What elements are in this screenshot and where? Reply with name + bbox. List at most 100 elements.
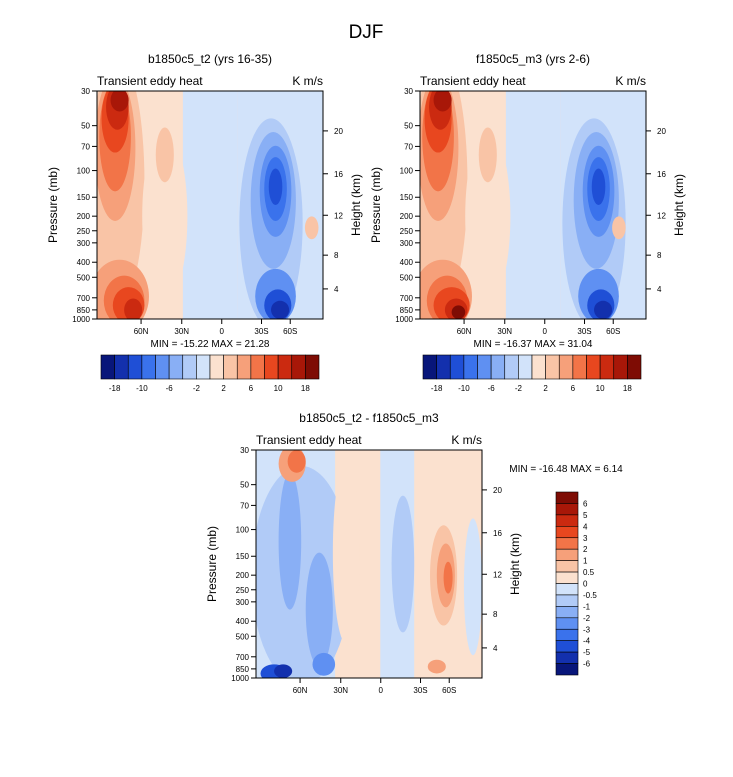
colorbar-swatch [449, 354, 465, 380]
height-tick-label: 20 [657, 127, 666, 136]
colorbar-swatch [518, 354, 533, 380]
colorbar-label: 10 [274, 384, 283, 393]
pressure-tick-label: 30 [404, 87, 413, 96]
contour-blob [268, 168, 283, 205]
pressure-tick-label: 250 [77, 227, 91, 236]
pressure-tick-label: 400 [400, 258, 414, 267]
colorbar-label: 18 [623, 384, 632, 393]
colorbar-swatch [264, 354, 279, 380]
colorbar-label: 6 [571, 384, 576, 393]
colorbar-label: -10 [458, 384, 470, 393]
contour-blob [612, 216, 626, 240]
contour-blob [124, 298, 143, 319]
colorbar-swatch [555, 560, 579, 573]
height-tick-label: 8 [493, 610, 498, 619]
panel-left-label: Transient eddy heat [420, 74, 526, 88]
pressure-tick-label: 1000 [395, 315, 413, 324]
colorbar-swatch [141, 354, 156, 380]
pressure-tick-label: 150 [236, 552, 250, 561]
colorbar-swatch [196, 354, 211, 380]
colorbar-label: -0.5 [583, 591, 597, 600]
colorbar-swatch [182, 354, 197, 380]
panel-title: b1850c5_t2 (yrs 16-35) [148, 52, 272, 66]
contour-field [420, 91, 646, 319]
latitude-tick-label: 30N [333, 686, 348, 695]
colorbar-swatch [236, 354, 252, 380]
pressure-tick-label: 100 [236, 526, 250, 535]
panel-title: b1850c5_t2 - f1850c5_m3 [299, 411, 439, 425]
panel-control: b1850c5_t2 (yrs 16-35) Transient eddy hea… [46, 52, 363, 393]
colorbar-swatch [558, 354, 574, 380]
colorbar-label: 4 [583, 522, 588, 531]
contour-blob [274, 664, 293, 678]
pressure-tick-label: 150 [400, 193, 414, 202]
colorbar-swatch [555, 594, 579, 607]
contour-blob [110, 91, 129, 112]
colorbar-swatch [586, 354, 601, 380]
height-tick-label: 8 [657, 251, 662, 260]
colorbar-swatch [114, 354, 129, 380]
contour-blob [594, 300, 613, 319]
contour-blob [304, 216, 319, 240]
contour-blob [591, 168, 606, 205]
pressure-tick-label: 200 [77, 212, 91, 221]
latitude-tick-label: 60S [283, 327, 297, 336]
latitude-tick-label: 30S [577, 327, 591, 336]
latitude-tick-label: 60N [457, 327, 472, 336]
contour-blob [478, 127, 497, 183]
height-tick-label: 20 [493, 486, 502, 495]
colorbar-swatch [555, 491, 579, 504]
panel-title: f1850c5_m3 (yrs 2-6) [476, 52, 590, 66]
plot-frame [419, 90, 647, 320]
contour-blob [278, 472, 302, 610]
pressure-tick-label: 300 [236, 598, 250, 607]
colorbar-label: 5 [583, 511, 588, 520]
latitude-tick-label: 60S [442, 686, 456, 695]
plot-frame [255, 449, 483, 679]
pressure-tick-label: 700 [77, 294, 91, 303]
colorbar-swatch [555, 537, 579, 550]
pressure-tick-label: 500 [400, 273, 414, 282]
height-tick-label: 4 [493, 644, 498, 653]
colorbar-swatch [209, 354, 224, 380]
pressure-tick-label: 150 [77, 193, 91, 202]
latitude-tick-label: 0 [220, 327, 225, 336]
pressure-tick-label: 500 [77, 273, 91, 282]
pressure-tick-label: 70 [240, 501, 249, 510]
pressure-axis-label: Pressure (mb) [46, 167, 60, 243]
panel-left-label: Transient eddy heat [97, 74, 203, 88]
contour-blob [443, 561, 453, 594]
contour-blob [391, 495, 415, 633]
colorbar-swatch [490, 354, 506, 380]
colorbar-label: -18 [109, 384, 121, 393]
colorbar-label: -10 [136, 384, 148, 393]
colorbar-label: 18 [301, 384, 310, 393]
height-tick-label: 12 [657, 211, 666, 220]
pressure-tick-label: 400 [77, 258, 91, 267]
colorbar-swatch [127, 354, 143, 380]
contour-blob [305, 552, 333, 667]
latitude-tick-label: 30S [413, 686, 427, 695]
colorbar-swatch [250, 354, 265, 380]
latitude-tick-label: 30N [497, 327, 512, 336]
pressure-tick-label: 400 [236, 617, 250, 626]
colorbar-label: 0.5 [583, 568, 595, 577]
panel-right-label: K m/s [292, 74, 323, 88]
colorbar-label: -1 [583, 602, 591, 611]
colorbar-swatch [555, 663, 579, 676]
contour-field [97, 91, 323, 319]
pressure-tick-label: 100 [77, 167, 91, 176]
pressure-tick-label: 70 [404, 142, 413, 151]
latitude-tick-label: 0 [543, 327, 548, 336]
pressure-tick-label: 50 [81, 122, 90, 131]
pressure-axis-label: Pressure (mb) [369, 167, 383, 243]
pressure-tick-label: 700 [400, 294, 414, 303]
colorbar-swatch [436, 354, 451, 380]
contour-blob [463, 518, 482, 656]
stats-text: MIN = -15.22 MAX = 21.28 [151, 339, 270, 350]
pressure-axis-label: Pressure (mb) [205, 526, 219, 602]
pressure-tick-label: 50 [240, 481, 249, 490]
height-tick-label: 16 [657, 170, 666, 179]
colorbar-swatch [504, 354, 519, 380]
pressure-tick-label: 50 [404, 122, 413, 131]
